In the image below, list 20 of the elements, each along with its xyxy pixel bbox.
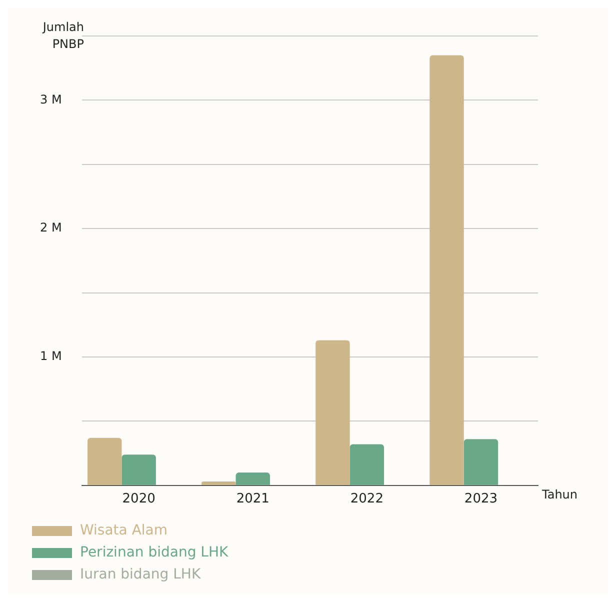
bar <box>122 454 156 485</box>
bar <box>316 340 350 485</box>
y-axis-title: Jumlah PNBP <box>42 20 84 52</box>
y-tick-label: 1 M <box>40 349 62 364</box>
bar <box>464 439 498 485</box>
x-tick-label: 2021 <box>236 492 270 507</box>
x-tick-label: 2023 <box>464 492 498 507</box>
y-tick-label: 3 M <box>40 92 62 106</box>
bar <box>202 482 236 485</box>
bar <box>88 438 122 485</box>
x-tick-label: 2020 <box>122 492 156 507</box>
legend-label: Wisata Alam <box>80 522 168 539</box>
bar <box>236 472 270 485</box>
x-axis-title: Tahun <box>541 488 578 502</box>
y-tick-label: 2 M <box>40 220 62 235</box>
x-tick-label: 2022 <box>350 492 384 507</box>
legend-label: Perizinan bidang LHK <box>80 544 229 561</box>
bar <box>430 55 464 485</box>
bar <box>350 444 384 485</box>
legend-label: Iuran bidang LHK <box>80 566 202 583</box>
